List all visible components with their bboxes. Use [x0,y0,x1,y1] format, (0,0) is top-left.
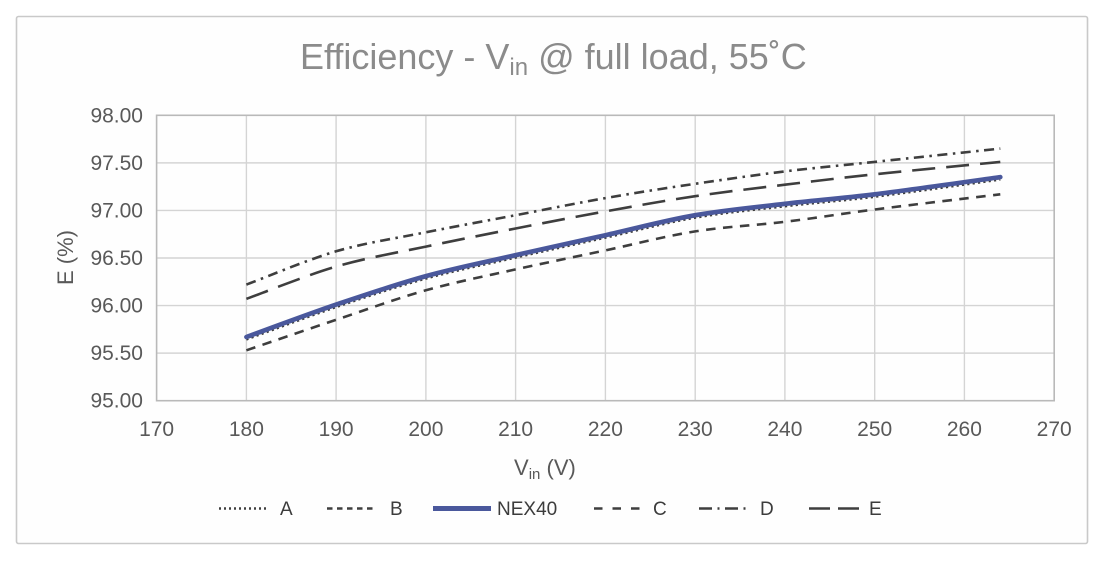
svg-text:95.50: 95.50 [90,342,143,365]
svg-text:260: 260 [947,418,982,441]
svg-text:E: E [869,499,882,520]
svg-text:Efficiency - Vin @ full load,: Efficiency - Vin @ full load, 55˚C [300,36,807,81]
svg-text:96.00: 96.00 [90,295,143,318]
svg-text:210: 210 [498,418,533,441]
svg-text:190: 190 [319,418,354,441]
svg-text:270: 270 [1037,418,1072,441]
svg-text:220: 220 [588,418,623,441]
svg-text:230: 230 [678,418,713,441]
svg-text:NEX40: NEX40 [497,499,557,520]
svg-text:97.50: 97.50 [90,152,143,175]
svg-text:98.00: 98.00 [90,104,143,127]
svg-text:D: D [760,499,774,520]
svg-text:250: 250 [857,418,892,441]
svg-text:Vin (V): Vin (V) [514,455,576,483]
svg-text:97.00: 97.00 [90,199,143,222]
svg-text:C: C [653,499,667,520]
svg-text:E (%): E (%) [53,230,78,285]
svg-text:A: A [280,499,293,520]
svg-text:B: B [390,499,403,520]
svg-text:96.50: 96.50 [90,247,143,270]
svg-text:95.00: 95.00 [90,390,143,413]
svg-text:240: 240 [767,418,802,441]
svg-text:200: 200 [408,418,443,441]
svg-text:180: 180 [229,418,264,441]
svg-text:170: 170 [139,418,174,441]
